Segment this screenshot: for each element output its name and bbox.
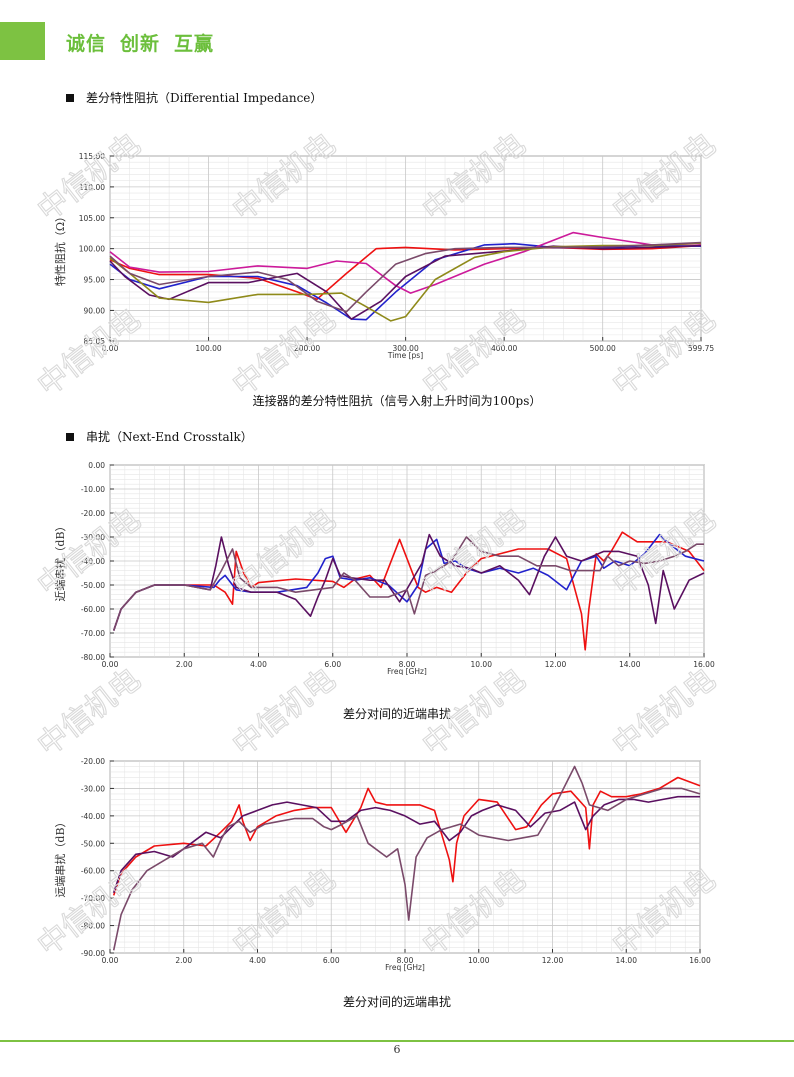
x-tick-label: 2.00: [176, 660, 193, 669]
bullet-square-icon: [66, 433, 74, 441]
y-tick-label: 90.00: [84, 306, 106, 315]
y-tick-label: -80.00: [81, 653, 105, 662]
x-tick-label: 8.00: [399, 660, 416, 669]
x-tick-label: 12.00: [542, 956, 564, 965]
fext-caption: 差分对间的远端串扰: [342, 995, 451, 1009]
next-crosstalk-chart: 0.00 2.00 4.00 6.00 8.00 10.00 12.00 14.00 16.00…: [53, 461, 715, 675]
x-tick-label: 400.00: [491, 344, 517, 353]
x-tick-label: 100.00: [195, 344, 221, 353]
x-tick-label: 6.00: [323, 956, 340, 965]
y-tick-label: -50.00: [81, 581, 105, 590]
x-tick-label: 10.00: [468, 956, 490, 965]
x-axis-label: Freq [GHz]: [385, 963, 425, 972]
brand-block: [0, 22, 45, 60]
x-tick-label: 0.00: [102, 956, 119, 965]
series-line-3: [112, 533, 705, 631]
y-tick-label: 0.00: [88, 461, 105, 470]
crosstalk-heading-text: 串扰（Next-End Crosstalk）: [86, 430, 253, 444]
x-tick-label: 12.00: [545, 660, 567, 669]
x-axis-label: Freq [GHz]: [387, 667, 427, 675]
y-tick-label: 95.00: [84, 276, 106, 285]
y-tick-label: -40.00: [81, 812, 105, 821]
y-axis-label: 近端串扰（dB）: [53, 520, 67, 601]
slogan-word-2: 创新: [120, 33, 161, 55]
y-axis-label: 远端串扰（dB）: [53, 816, 67, 897]
y-tick-label: -10.00: [81, 485, 105, 494]
y-tick-label: -20.00: [81, 509, 105, 518]
y-tick-label: -80.00: [81, 922, 105, 931]
y-tick-label: 110.00: [79, 183, 105, 192]
slogan-word-3: 互赢: [174, 33, 215, 55]
impedance-chart: 0.00 100.00 200.00 300.00 400.00 500.00 599.75…: [53, 152, 714, 360]
y-tick-label: -60.00: [81, 867, 105, 876]
series-line-1: [109, 244, 702, 301]
x-tick-label: 14.00: [619, 660, 641, 669]
x-tick-label: 200.00: [294, 344, 320, 353]
x-tick-label: 500.00: [590, 344, 616, 353]
fext-crosstalk-chart: 0.00 2.00 4.00 6.00 8.00 10.00 12.00 14.00 16.00…: [53, 757, 711, 972]
y-tick-label: -70.00: [81, 894, 105, 903]
x-tick-label: 10.00: [471, 660, 493, 669]
x-tick-label: 6.00: [324, 660, 341, 669]
y-axis-label: 特性阻抗（Ω）: [53, 211, 67, 286]
x-tick-label: 0.00: [102, 344, 119, 353]
y-tick-label: -40.00: [81, 557, 105, 566]
x-tick-label: 14.00: [616, 956, 638, 965]
crosstalk-heading: 串扰（Next-End Crosstalk）: [66, 428, 253, 445]
x-tick-label: 4.00: [250, 660, 267, 669]
footer-rule: [0, 1040, 794, 1042]
y-tick-label: -20.00: [81, 757, 105, 766]
x-tick-label: 16.00: [693, 660, 715, 669]
x-tick-label: 8.00: [397, 956, 414, 965]
x-tick-label: 599.75: [688, 344, 714, 353]
series-line-3: [112, 765, 701, 951]
x-tick-label: 4.00: [249, 956, 266, 965]
y-tick-label: -90.00: [81, 949, 105, 958]
x-tick-label: 0.00: [102, 660, 119, 669]
series-line-2: [112, 533, 705, 631]
series-line-4: [112, 536, 704, 631]
slogan-word-1: 诚信: [66, 33, 107, 55]
next-caption: 差分对间的近端串扰: [342, 707, 451, 721]
impedance-heading-text: 差分特性阻抗（Differential Impedance）: [86, 91, 323, 105]
y-tick-label: 115.00: [79, 152, 105, 161]
y-tick-label: 105.00: [79, 214, 105, 223]
x-tick-label: 16.00: [689, 956, 711, 965]
impedance-caption: 连接器的差分特性阻抗（信号入射上升时间为100ps）: [252, 394, 542, 408]
y-tick-label: -30.00: [81, 533, 105, 542]
y-tick-label: -50.00: [81, 839, 105, 848]
y-tick-label: -70.00: [81, 629, 105, 638]
y-tick-label: -60.00: [81, 605, 105, 614]
bullet-square-icon: [66, 94, 74, 102]
y-tick-label: 100.00: [79, 245, 105, 254]
impedance-heading: 差分特性阻抗（Differential Impedance）: [66, 89, 322, 106]
page-number: 6: [393, 1043, 401, 1056]
series-line-2: [112, 795, 700, 893]
y-tick-label: -30.00: [81, 784, 105, 793]
header-slogan: 诚信 创新 互赢: [66, 29, 228, 56]
series-line-6: [109, 241, 702, 313]
y-tick-label: 85.05: [84, 337, 106, 346]
x-tick-label: 300.00: [392, 344, 418, 353]
x-tick-label: 2.00: [175, 956, 192, 965]
x-axis-label: Time [ps]: [387, 351, 423, 360]
